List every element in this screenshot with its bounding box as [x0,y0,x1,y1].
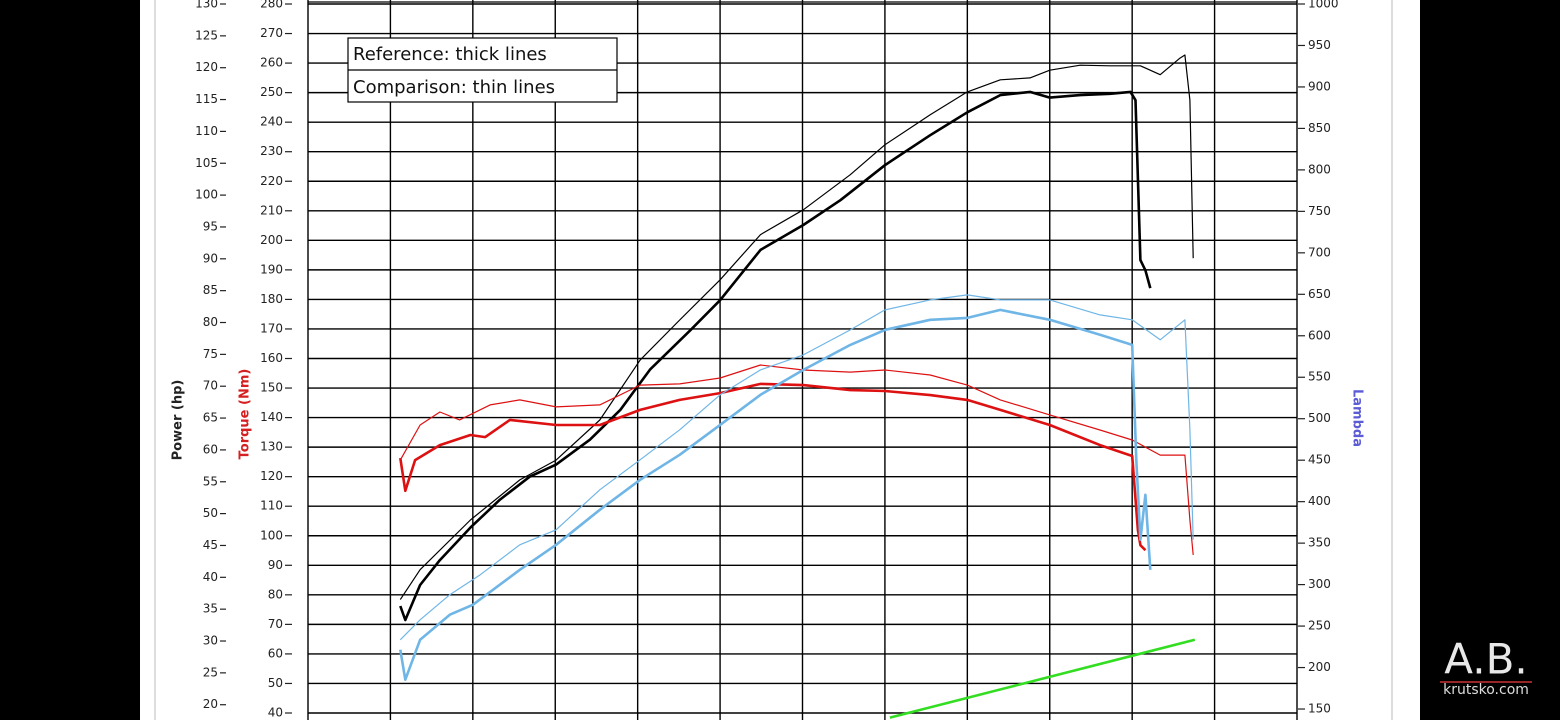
y-tick-label: 1000 [1308,0,1339,11]
series-line [399,90,1152,622]
y-tick-label: 280 [260,0,283,11]
y-tick-label: 110 [195,124,218,138]
y-tick-label: 25 [203,665,218,679]
axis-title: Power (hp) [171,380,186,461]
y-tick-label: 900 [1308,79,1331,93]
y-tick-label: 70 [203,379,218,393]
y-tick-label: 170 [260,321,283,335]
y-tick-label: 600 [1308,328,1331,342]
y-tick-label: 200 [1308,660,1331,674]
y-tick-label: 95 [203,219,218,233]
y-tick-label: 90 [268,558,283,572]
y-tick-label: 190 [260,262,283,276]
axis-title: Torque (Nm) [238,369,253,460]
y-tick-label: 150 [1308,702,1331,716]
y-tick-label: 400 [1308,494,1331,508]
y-tick-label: 75 [203,347,218,361]
y-tick-label: 700 [1308,245,1331,259]
y-tick-label: 140 [260,410,283,424]
y-tick-label: 220 [260,174,283,188]
y-tick-label: 125 [195,28,218,42]
legend-text: Comparison: thin lines [353,77,555,98]
series-line [889,638,1196,719]
watermark-site: krutsko.com [1443,682,1529,698]
y-tick-label: 80 [203,315,218,329]
y-tick-label: 300 [1308,577,1331,591]
y-tick-label: 100 [195,188,218,202]
y-tick-label: 55 [203,474,218,488]
y-tick-label: 130 [260,440,283,454]
axis-title: Lambda [1350,389,1365,447]
y-tick-label: 850 [1308,121,1331,135]
y-tick-label: 350 [1308,536,1331,550]
legend: Reference: thick lines Comparison: thin … [347,37,618,103]
plot-lines [399,54,1196,719]
series-line [399,294,1194,641]
series-line [399,308,1152,681]
watermark-logo: A.B. [1444,635,1528,684]
y-tick-label: 650 [1308,287,1331,301]
y-tick-label: 130 [195,0,218,11]
y-tick-label: 450 [1308,453,1331,467]
y-tick-label: 500 [1308,411,1331,425]
y-tick-label: 90 [203,251,218,265]
y-tick-label: 150 [260,381,283,395]
y-tick-label: 50 [203,506,218,520]
y-tick-label: 105 [195,156,218,170]
y-tick-label: 250 [260,85,283,99]
y-tick-label: 230 [260,144,283,158]
y-tick-label: 200 [260,233,283,247]
y-tick-label: 120 [260,469,283,483]
y-tick-label: 250 [1308,619,1331,633]
y-tick-label: 80 [268,587,283,601]
paper [140,0,1420,720]
y-tick-label: 120 [195,60,218,74]
y-tick-label: 40 [268,706,283,720]
y-tick-label: 35 [203,602,218,616]
y-tick-label: 115 [195,92,218,106]
y-tick-label: 70 [268,617,283,631]
y-tick-label: 210 [260,203,283,217]
y-tick-label: 30 [203,634,218,648]
y-tick-label: 180 [260,292,283,306]
y-tick-label: 50 [268,676,283,690]
y-tick-label: 85 [203,283,218,297]
y-tick-label: 160 [260,351,283,365]
y-tick-label: 60 [268,646,283,660]
y-tick-label: 270 [260,26,283,40]
legend-text: Reference: thick lines [353,44,547,65]
y-tick-label: 550 [1308,370,1331,384]
y-tick-label: 950 [1308,38,1331,52]
y-tick-label: 110 [260,499,283,513]
y-tick-label: 100 [260,528,283,542]
y-tick-label: 240 [260,115,283,129]
series-line [399,382,1147,552]
y-tick-label: 750 [1308,204,1331,218]
y-tick-label: 60 [203,442,218,456]
y-tick-label: 40 [203,570,218,584]
y-tick-label: 800 [1308,162,1331,176]
series-line [399,54,1194,600]
y-tick-label: 20 [203,697,218,711]
y-tick-label: 260 [260,56,283,70]
y-tick-label: 65 [203,411,218,425]
y-tick-label: 45 [203,538,218,552]
